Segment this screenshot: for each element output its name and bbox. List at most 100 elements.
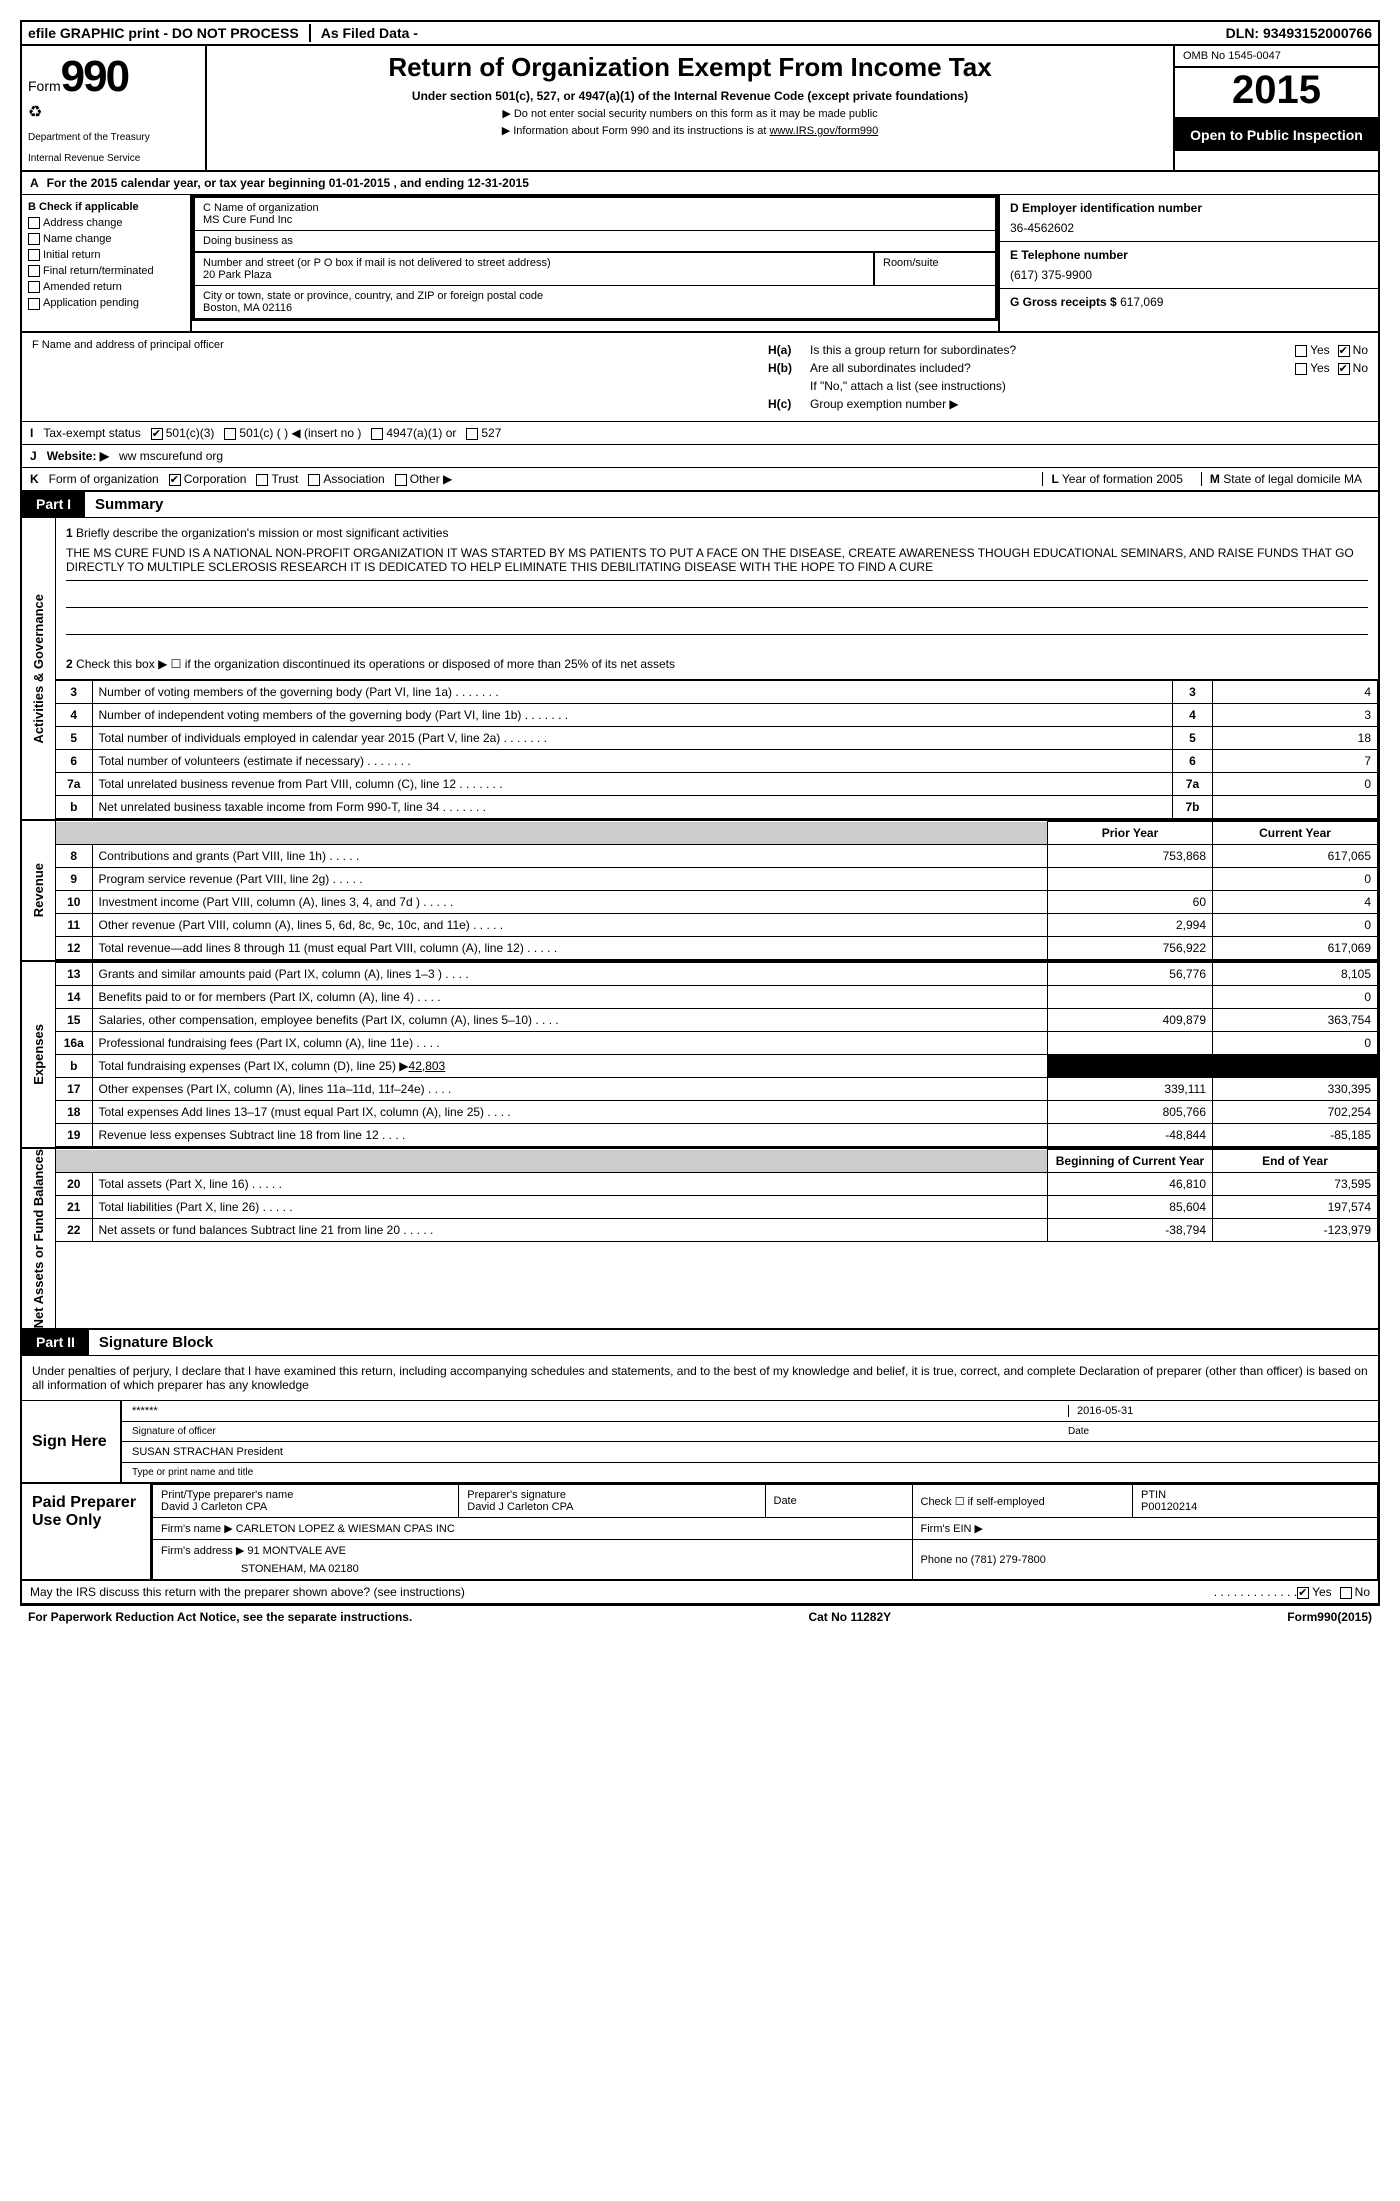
tel: (617) 375-9900 (1010, 268, 1368, 282)
q2-num: 2 (66, 657, 73, 671)
chk-final-return[interactable]: Final return/terminated (28, 265, 184, 277)
chk-address-change[interactable]: Address change (28, 217, 184, 229)
chk-name-change[interactable]: Name change (28, 233, 184, 245)
h-b: H(b) Are all subordinates included? Yes … (768, 361, 1368, 375)
info-text: Information about Form 990 and its instr… (513, 125, 769, 137)
col-c: C Name of organization MS Cure Fund Inc … (192, 195, 998, 331)
discuss-no[interactable]: No (1340, 1585, 1370, 1599)
row-py: 753,868 (1048, 845, 1213, 868)
vtab-net: Net Assets or Fund Balances (22, 1149, 56, 1328)
row-desc: Total number of volunteers (estimate if … (92, 750, 1173, 773)
row-k: K Form of organization Corporation Trust… (22, 468, 1378, 492)
vtab-expenses: Expenses (22, 962, 56, 1147)
row-desc: Net assets or fund balances Subtract lin… (92, 1219, 1048, 1242)
part-i-header: Part I Summary (22, 492, 1378, 518)
firm-addr-label: Firm's address ▶ (161, 1545, 244, 1557)
activities-body: 1 Briefly describe the organization's mi… (56, 518, 1378, 819)
row-val: 3 (1213, 704, 1378, 727)
prep-self-employed[interactable]: Check ☐ if self-employed (912, 1485, 1133, 1518)
chk-501c3[interactable]: 501(c)(3) (151, 426, 215, 440)
row-desc: Total assets (Part X, line 16) . . . . . (92, 1173, 1048, 1196)
row-num: 6 (56, 750, 92, 773)
chk-assoc[interactable]: Association (308, 472, 384, 486)
hb-no[interactable]: No (1338, 361, 1368, 375)
hc-text: Group exemption number ▶ (810, 397, 959, 411)
row-desc: Total expenses Add lines 13–17 (must equ… (92, 1101, 1048, 1124)
revenue-body: Prior YearCurrent Year 8Contributions an… (56, 821, 1378, 960)
prep-sig-label: Preparer's signature (467, 1489, 756, 1501)
tel-label: E Telephone number (1010, 248, 1368, 262)
expenses-body: 13Grants and similar amounts paid (Part … (56, 962, 1378, 1147)
row-num: 20 (56, 1173, 92, 1196)
ein: 36-4562602 (1010, 221, 1368, 235)
chk-corp[interactable]: Corporation (169, 472, 247, 486)
row-py: 85,604 (1048, 1196, 1213, 1219)
info-link[interactable]: www.IRS.gov/form990 (769, 125, 878, 137)
chk-other[interactable]: Other ▶ (395, 472, 453, 486)
top-bar: efile GRAPHIC print - DO NOT PROCESS As … (22, 22, 1378, 46)
governance-table: 3Number of voting members of the governi… (56, 680, 1378, 819)
chk-4947[interactable]: 4947(a)(1) or (371, 426, 456, 440)
blank-line-2 (66, 614, 1368, 635)
row-py: 46,810 (1048, 1173, 1213, 1196)
row-desc: Investment income (Part VIII, column (A)… (92, 891, 1048, 914)
officer-name: SUSAN STRACHAN President (122, 1442, 1378, 1463)
row-num: 3 (56, 681, 92, 704)
org-name-box: C Name of organization MS Cure Fund Inc (192, 195, 998, 231)
sig-stars: ****** (132, 1405, 1068, 1417)
row-j: J Website: ▶ ww mscurefund org (22, 445, 1378, 468)
chk-501c[interactable]: 501(c) ( ) ◀ (insert no ) (224, 426, 361, 440)
row-cy: 0 (1213, 1032, 1378, 1055)
firm-phone-label: Phone no (921, 1554, 968, 1566)
omb-number: OMB No 1545-0047 (1175, 46, 1378, 68)
tax-exempt-label: Tax-exempt status (43, 426, 140, 440)
part-i-title: Summary (85, 492, 173, 517)
row-val: 4 (1213, 681, 1378, 704)
as-filed: As Filed Data - (321, 25, 418, 41)
header-left: Form990 ♻ Department of the Treasury Int… (22, 46, 207, 170)
row-cy: 0 (1213, 914, 1378, 937)
row-desc: Other revenue (Part VIII, column (A), li… (92, 914, 1048, 937)
paid-preparer: Paid Preparer Use Only Print/Type prepar… (22, 1484, 1378, 1581)
ha-yes[interactable]: Yes (1295, 343, 1330, 357)
form-word: Form (28, 78, 61, 94)
chk-trust[interactable]: Trust (256, 472, 298, 486)
row-py: 56,776 (1048, 963, 1213, 986)
hb-yes[interactable]: Yes (1295, 361, 1330, 375)
sig-officer-label: Signature of officer (132, 1426, 1068, 1437)
chk-initial-return[interactable]: Initial return (28, 249, 184, 261)
row-val: 18 (1213, 727, 1378, 750)
discuss-yes[interactable]: Yes (1297, 1585, 1332, 1599)
row-num: 14 (56, 986, 92, 1009)
city-label: City or town, state or province, country… (203, 290, 987, 302)
row-num: 11 (56, 914, 92, 937)
row-fh: F Name and address of principal officer … (22, 333, 1378, 422)
officer-sig: ****** (132, 1405, 1068, 1417)
row-num: 18 (56, 1101, 92, 1124)
part-ii-header: Part II Signature Block (22, 1330, 1378, 1356)
q1-label: Briefly describe the organization's miss… (76, 526, 448, 540)
row-cy: -85,185 (1213, 1124, 1378, 1147)
tel-box: E Telephone number (617) 375-9900 (1000, 242, 1378, 289)
j-label: J (30, 449, 37, 463)
chk-pending[interactable]: Application pending (28, 297, 184, 309)
row-num: b (56, 1055, 92, 1078)
chk-527[interactable]: 527 (466, 426, 501, 440)
row-desc: Total number of individuals employed in … (92, 727, 1173, 750)
summary-activities: Activities & Governance 1 Briefly descri… (22, 518, 1378, 821)
dln: DLN: 93493152000766 (1226, 25, 1372, 41)
ha-no[interactable]: No (1338, 343, 1368, 357)
firm-name-label: Firm's name ▶ (161, 1523, 233, 1535)
ha-text: Is this a group return for subordinates? (810, 343, 1295, 357)
website: ww mscurefund org (119, 449, 223, 463)
row-py: 60 (1048, 891, 1213, 914)
prep-table: Print/Type preparer's nameDavid J Carlet… (152, 1484, 1378, 1579)
info-note: ▶ Information about Form 990 and its ins… (219, 124, 1161, 137)
ssn-note: Do not enter social security numbers on … (219, 107, 1161, 120)
pra-notice: For Paperwork Reduction Act Notice, see … (28, 1610, 412, 1624)
prep-sig: David J Carleton CPA (467, 1501, 756, 1513)
website-label: Website: ▶ (47, 449, 109, 463)
header-mid: Return of Organization Exempt From Incom… (207, 46, 1173, 170)
chk-amended[interactable]: Amended return (28, 281, 184, 293)
prep-date-label: Date (774, 1495, 904, 1507)
